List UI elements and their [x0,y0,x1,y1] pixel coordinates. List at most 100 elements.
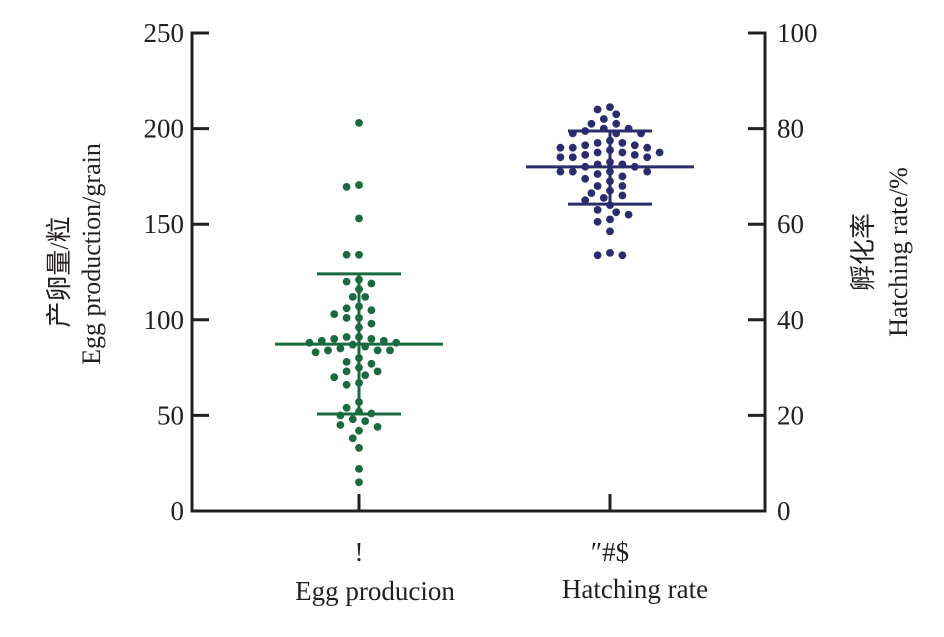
data-point [606,177,614,186]
data-point [618,182,627,190]
data-point [612,110,621,119]
data-point [606,103,614,111]
left-tick-label: 250 [144,18,185,48]
data-point [593,182,602,190]
right-axis-title-cn-group: 孵化率 [849,213,878,291]
right-axis-title-en-group: Hatching rate/% [884,167,913,337]
right-tick-label: 0 [777,496,791,526]
data-point [606,158,614,167]
data-point [330,335,339,343]
data-point [355,214,363,223]
data-point [593,206,602,214]
data-point [361,371,370,380]
data-point [361,342,370,351]
data-point [599,124,608,133]
data-point [355,407,363,416]
data-point [361,417,370,425]
right-tick-label: 100 [777,18,818,48]
data-point [373,423,382,431]
data-point [367,319,376,328]
data-point [606,227,614,236]
right-tick-label: 20 [777,400,804,430]
data-point [612,129,621,138]
data-point [568,143,577,152]
data-point [612,208,621,217]
data-point [367,335,376,343]
data-point [581,141,590,150]
data-point [587,189,596,198]
data-point [581,196,590,205]
data-point [643,143,652,152]
category-label-hatch: Hatching rate [562,574,708,604]
left-tick-label: 50 [157,400,184,430]
data-point [355,398,363,406]
data-point [612,119,621,128]
data-point [606,186,614,195]
data-point [593,148,602,157]
data-point [587,119,596,128]
category-symbol-label-hatch: ″#$ [591,537,629,567]
data-point [556,167,565,176]
data-point [348,434,357,443]
data-point [568,167,577,176]
data-point [379,336,388,345]
data-point [618,251,627,260]
data-point [606,167,614,176]
data-point [355,275,363,284]
data-point [367,279,376,288]
data-point [355,323,363,332]
data-point [618,160,627,169]
data-point [355,333,363,341]
data-point [342,367,351,376]
data-point [581,174,590,183]
data-point [618,139,627,147]
data-point [606,215,614,224]
data-point [342,403,351,412]
data-point [342,304,351,313]
data-point [593,217,602,226]
right-y-ticks: 0 20 40 60 80 100 [748,18,818,526]
right-tick-label: 80 [777,114,804,144]
category-symbol-label-egg: ! [355,537,364,567]
data-point [336,411,345,420]
left-axis-title-cn: 产卵量/粒 [45,216,74,327]
data-point [593,160,602,169]
left-tick-label: 0 [171,496,185,526]
data-point [355,250,363,259]
data-point [342,250,351,259]
data-point [630,151,639,159]
data-point [367,359,376,368]
series-egg-production [275,119,443,487]
right-tick-label: 60 [777,209,804,239]
data-point [355,478,363,487]
left-axis-title-en: Egg production/grain [77,143,106,365]
data-point [311,348,320,357]
data-point [599,194,608,202]
data-point [348,340,357,349]
data-point [355,314,363,322]
data-point [355,465,363,473]
data-point [386,346,394,355]
data-point [643,153,652,162]
left-tick-label: 100 [144,305,185,335]
data-point [581,162,590,171]
data-point [342,314,351,322]
data-point [330,373,339,382]
data-point [355,444,363,452]
left-axis-title-en-group: Egg production/grain [77,143,106,365]
data-point [568,129,577,138]
data-point [317,336,326,345]
data-point [355,363,363,372]
data-point [342,358,351,366]
data-point [556,143,565,152]
data-point [342,183,351,191]
right-axis-title-cn: 孵化率 [849,213,878,291]
data-point [355,119,363,127]
data-point [606,249,614,257]
left-axis-title-cn-group: 产卵量/粒 [45,216,74,327]
left-y-ticks: 0 50 100 150 200 250 [144,18,209,526]
left-tick-label: 200 [144,114,185,144]
series-layer [275,103,694,487]
data-point [373,346,382,355]
